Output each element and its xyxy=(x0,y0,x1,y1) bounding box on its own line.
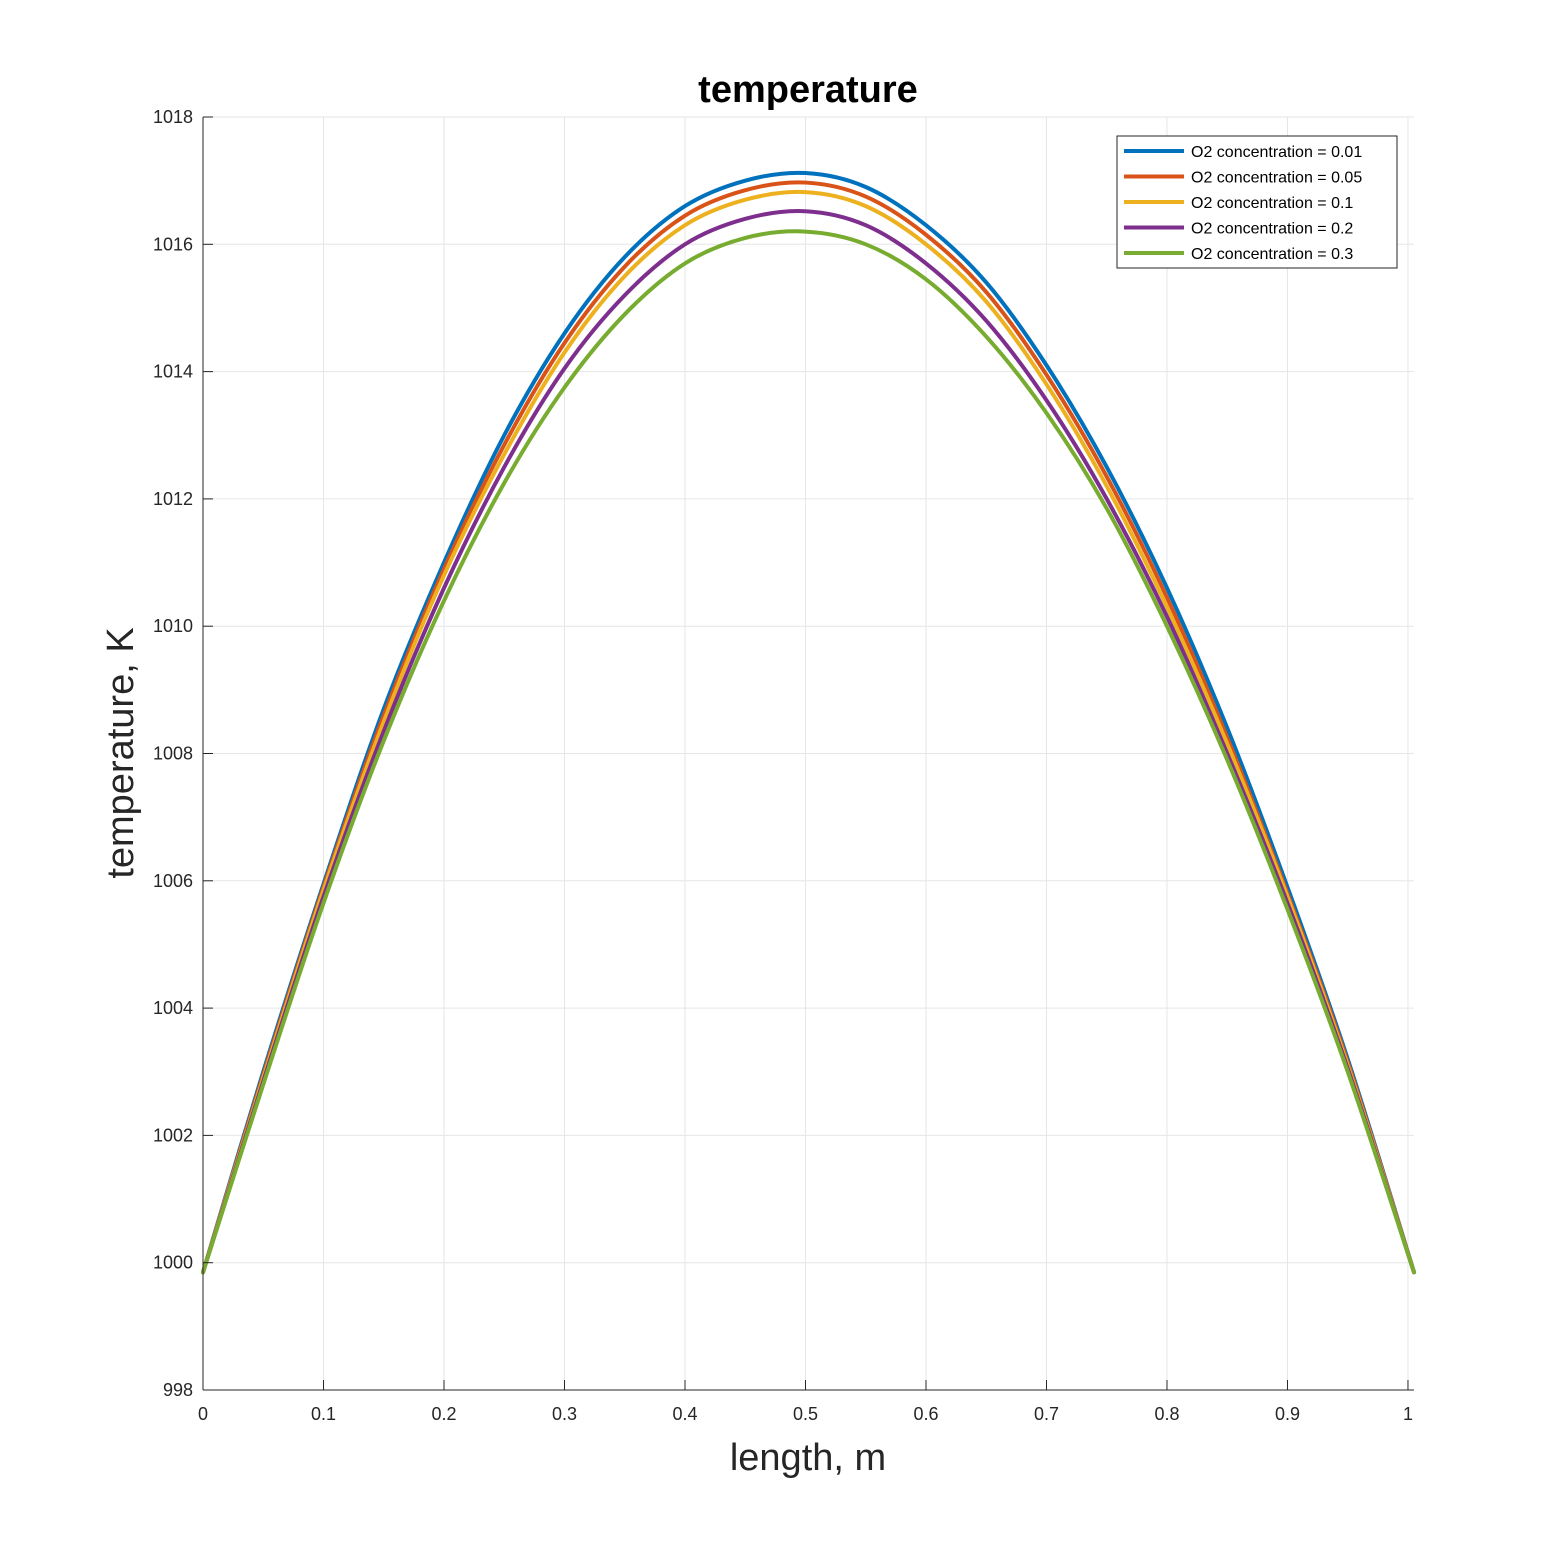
y-tick-label: 1000 xyxy=(153,1253,193,1273)
legend-label: O2 concentration = 0.05 xyxy=(1191,170,1362,187)
tick-labels: 0 0.1 0.2 0.3 0.4 0.5 0.6 0.7 0.8 0.9 1 998 1000 1002… xyxy=(153,107,1413,1424)
series-lines xyxy=(201,170,1416,1275)
x-tick-label: 0.5 xyxy=(793,1404,818,1424)
axes xyxy=(202,116,1414,1391)
x-tick-label: 0.4 xyxy=(672,1404,697,1424)
x-axis-title: length, m xyxy=(730,1437,886,1479)
y-tick-label: 1018 xyxy=(153,107,193,127)
series-line-5 xyxy=(201,229,1416,1275)
y-tick-label: 1004 xyxy=(153,998,193,1018)
y-tick-label: 998 xyxy=(163,1380,193,1400)
legend-label: O2 concentration = 0.2 xyxy=(1191,221,1353,238)
series-line-3 xyxy=(201,189,1416,1275)
legend-label: O2 concentration = 0.3 xyxy=(1191,246,1353,263)
y-tick-label: 1014 xyxy=(153,362,193,382)
y-tick-label: 1002 xyxy=(153,1125,193,1145)
y-tick-label: 1008 xyxy=(153,744,193,764)
chart-title: temperature xyxy=(698,69,918,111)
x-tick-label: 0.3 xyxy=(552,1404,577,1424)
y-tick-label: 1006 xyxy=(153,871,193,891)
x-tick-label: 1 xyxy=(1403,1404,1413,1424)
x-tick-label: 0.7 xyxy=(1034,1404,1059,1424)
series-line-4 xyxy=(201,208,1416,1275)
y-tick-label: 1010 xyxy=(153,616,193,636)
x-tick-label: 0.2 xyxy=(431,1404,456,1424)
y-tick-label: 1016 xyxy=(153,234,193,254)
y-axis-title: temperature, K xyxy=(100,627,142,878)
legend-label: O2 concentration = 0.1 xyxy=(1191,195,1353,212)
x-tick-label: 0.6 xyxy=(913,1404,938,1424)
x-tick-label: 0.8 xyxy=(1154,1404,1179,1424)
x-tick-label: 0.9 xyxy=(1275,1404,1300,1424)
legend-label: O2 concentration = 0.01 xyxy=(1191,144,1362,161)
x-tick-label: 0 xyxy=(198,1404,208,1424)
legend: O2 concentration = 0.01 O2 concentration … xyxy=(1116,135,1398,269)
y-tick-label: 1012 xyxy=(153,489,193,509)
legend-items: O2 concentration = 0.01 O2 concentration … xyxy=(1124,144,1362,263)
x-tick-label: 0.1 xyxy=(311,1404,336,1424)
